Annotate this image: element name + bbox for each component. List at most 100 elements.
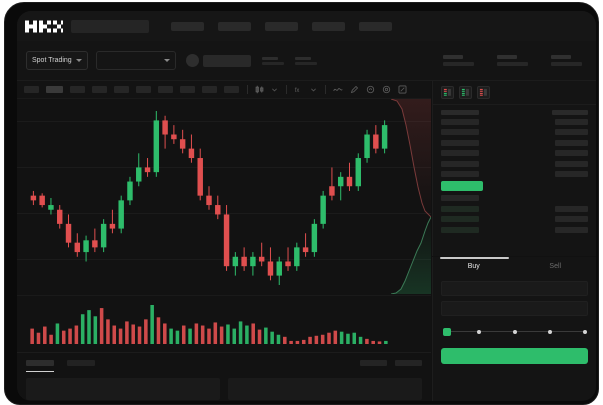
nav-item-4[interactable] — [312, 21, 345, 31]
svg-text:fx: fx — [295, 88, 300, 94]
timeframe-button-7[interactable] — [158, 86, 173, 93]
slider-step-75[interactable] — [548, 329, 552, 334]
mini-stat-1 — [262, 56, 284, 65]
timeframe-button-8[interactable] — [180, 86, 195, 93]
device-bezel: Spot Trading — [4, 2, 599, 405]
magnet-icon[interactable] — [366, 85, 375, 94]
order-book-ask-row[interactable] — [441, 170, 588, 179]
chevron-down-icon[interactable] — [310, 86, 317, 93]
slider-step-100[interactable] — [583, 329, 587, 334]
fullscreen-icon[interactable] — [398, 85, 407, 94]
slider-step-25[interactable] — [477, 329, 481, 334]
chart-gridline — [17, 167, 431, 168]
orderbook-view-bids[interactable] — [459, 86, 472, 99]
orders-content-block-2 — [228, 378, 422, 400]
timeframe-button-2[interactable] — [46, 86, 63, 93]
order-book-ask-row[interactable] — [441, 128, 588, 137]
market-pair-header: Spot Trading — [17, 41, 596, 81]
timeframe-button-4[interactable] — [92, 86, 107, 93]
line-chart-icon[interactable] — [333, 85, 343, 94]
order-book-ask-row[interactable] — [441, 149, 588, 158]
order-book-bid-row[interactable] — [441, 225, 588, 234]
mini-stat-2 — [295, 56, 317, 65]
market-stat-1-label — [443, 55, 463, 59]
chevron-down-icon — [75, 59, 82, 62]
order-form-panel: Buy Sell — [432, 257, 596, 401]
timeframe-button-1[interactable] — [24, 86, 39, 93]
price-chart[interactable] — [17, 99, 431, 352]
order-book-bid-row[interactable] — [441, 194, 588, 203]
trading-mode-select[interactable]: Spot Trading — [26, 51, 88, 70]
tab-sell[interactable]: Sell — [549, 263, 562, 270]
nav-item-2[interactable] — [218, 21, 251, 31]
orders-tab-1[interactable] — [26, 360, 54, 366]
timeframe-button-5[interactable] — [114, 86, 129, 93]
indicators-icon[interactable]: fx — [294, 85, 303, 94]
order-book-col-size — [552, 110, 588, 115]
timeframe-button-10[interactable] — [224, 86, 239, 93]
timeframe-button-3[interactable] — [70, 86, 85, 93]
mini-stat-2-value — [295, 61, 317, 65]
pair-select[interactable] — [96, 51, 176, 70]
orders-action-1[interactable] — [360, 360, 387, 366]
okx-logo[interactable] — [25, 20, 63, 33]
app-screen: Spot Trading — [17, 11, 596, 401]
volume-histogram — [30, 305, 388, 344]
nav-item-list — [171, 21, 392, 31]
market-stats — [443, 55, 582, 66]
toolbar-divider — [286, 85, 287, 94]
market-stat-1-value — [443, 62, 474, 66]
order-book-column-headers — [433, 105, 596, 117]
search-input[interactable] — [71, 19, 149, 33]
orders-tab-2[interactable] — [67, 360, 95, 366]
market-stat-2-label — [497, 55, 517, 59]
candlestick-type-icon[interactable] — [255, 85, 264, 94]
timeframe-button-9[interactable] — [202, 86, 217, 93]
order-book-ask-row[interactable] — [441, 138, 588, 147]
market-stat-3-value — [551, 62, 582, 66]
nav-item-3[interactable] — [265, 21, 298, 31]
top-navigation-bar — [17, 11, 596, 41]
candlestick-series — [30, 111, 388, 285]
chart-toolbar: fx — [17, 81, 431, 99]
order-book-ask-row[interactable] — [441, 117, 588, 126]
order-book-ask-row[interactable] — [441, 159, 588, 168]
market-stat-3 — [551, 55, 582, 66]
orders-actions — [360, 360, 422, 366]
order-book-bid-row[interactable] — [441, 215, 588, 224]
chevron-down-icon — [164, 59, 170, 62]
amount-slider[interactable] — [443, 327, 587, 336]
trading-mode-label: Spot Trading — [32, 57, 72, 64]
pair-name — [203, 54, 251, 67]
orders-tabs — [17, 353, 431, 372]
toolbar-divider — [247, 85, 248, 94]
market-stat-2-value — [497, 62, 528, 66]
nav-item-5[interactable] — [359, 21, 392, 31]
order-book-panel — [432, 81, 596, 256]
mini-stat-1-label — [262, 56, 278, 60]
toolbar-divider — [325, 85, 326, 94]
mini-stat-2-label — [295, 56, 311, 60]
slider-handle[interactable] — [443, 328, 451, 336]
settings-icon[interactable] — [382, 85, 391, 94]
order-book-bid-row[interactable] — [441, 204, 588, 213]
order-book-view-modes — [433, 81, 596, 105]
amount-field[interactable] — [441, 301, 588, 316]
orders-panel — [17, 352, 431, 401]
chevron-down-icon[interactable] — [271, 86, 278, 93]
order-book-rows — [433, 117, 596, 234]
timeframe-button-6[interactable] — [136, 86, 151, 93]
orderbook-view-both[interactable] — [441, 86, 454, 99]
order-book-col-price — [441, 110, 479, 115]
pencil-icon[interactable] — [350, 85, 359, 94]
orders-action-2[interactable] — [395, 360, 422, 366]
slider-step-50[interactable] — [513, 329, 517, 334]
tab-buy[interactable]: Buy — [467, 263, 480, 270]
submit-order-button[interactable] — [441, 348, 588, 364]
mini-stat-1-value — [262, 61, 284, 65]
orderbook-view-asks[interactable] — [477, 86, 490, 99]
order-book-last-price — [441, 180, 483, 191]
nav-item-1[interactable] — [171, 21, 204, 31]
price-field[interactable] — [441, 281, 588, 296]
